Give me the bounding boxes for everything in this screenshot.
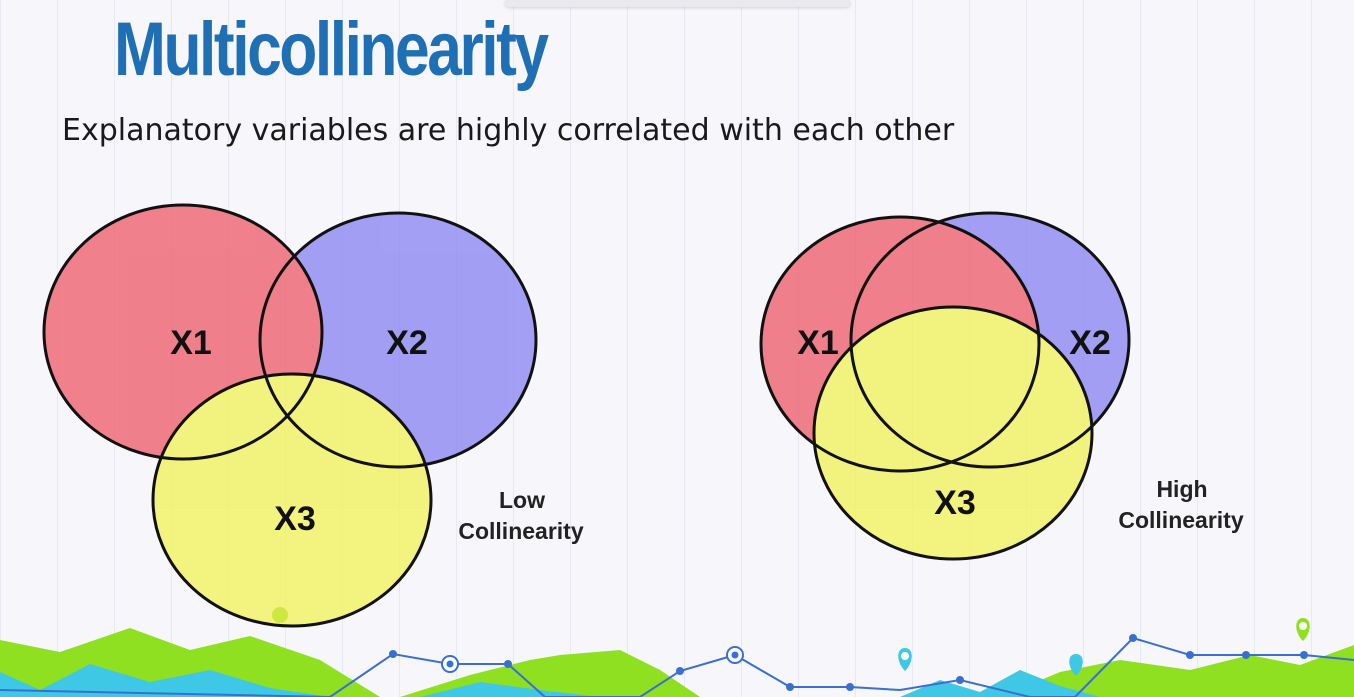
slide-title: Multicollinearity <box>114 7 549 92</box>
footer-point <box>389 650 397 658</box>
map-pin-icon <box>898 648 912 671</box>
footer-point <box>676 667 684 675</box>
high-x2-label: X2 <box>1069 324 1111 362</box>
footer-ring-marker <box>726 646 744 664</box>
footer-point <box>1186 651 1194 659</box>
high-caption-line1: High <box>1156 476 1207 502</box>
map-pin-icon <box>1069 654 1083 676</box>
low-x2-outline <box>258 211 538 469</box>
high-x3-circle <box>814 307 1092 559</box>
low-caption-line1: Low <box>499 487 545 513</box>
low-caption-line2: Collinearity <box>458 518 583 544</box>
footer-green-mountains <box>0 628 1354 697</box>
footer-point <box>504 660 512 668</box>
footer-point <box>1129 634 1137 642</box>
low-collinearity-venn: X1 X2 X3 Low Collinearity <box>42 203 584 628</box>
low-x3-dot <box>272 607 288 623</box>
top-toolbar-tab <box>505 0 850 7</box>
footer-ring-marker <box>441 655 459 673</box>
footer-point <box>1300 651 1308 659</box>
footer-decoration <box>0 618 1354 697</box>
high-x3-label: X3 <box>934 484 976 522</box>
low-x2-label: X2 <box>386 324 428 362</box>
low-x1-label: X1 <box>170 324 212 362</box>
slide-subtitle: Explanatory variables are highly correla… <box>62 113 955 148</box>
footer-cyan-waves <box>0 664 1354 697</box>
high-caption-line2: Collinearity <box>1118 507 1243 533</box>
footer-point <box>786 683 794 691</box>
high-x1-label: X1 <box>797 324 839 362</box>
low-x3-outline <box>151 372 433 628</box>
footer-point <box>956 676 964 684</box>
high-x2-outline <box>849 211 1131 469</box>
high-x1-outline <box>759 215 1041 473</box>
low-x3-label: X3 <box>274 500 316 538</box>
low-x1-outline <box>42 203 324 461</box>
footer-line-chart <box>0 636 1354 697</box>
footer-point <box>1242 651 1250 659</box>
low-x3-circle <box>153 374 431 626</box>
high-x3-outline <box>812 305 1094 561</box>
footer-point <box>846 683 854 691</box>
high-collinearity-venn: X1 X2 X3 High Collinearity <box>759 211 1244 561</box>
map-pin-icon <box>1296 618 1310 641</box>
